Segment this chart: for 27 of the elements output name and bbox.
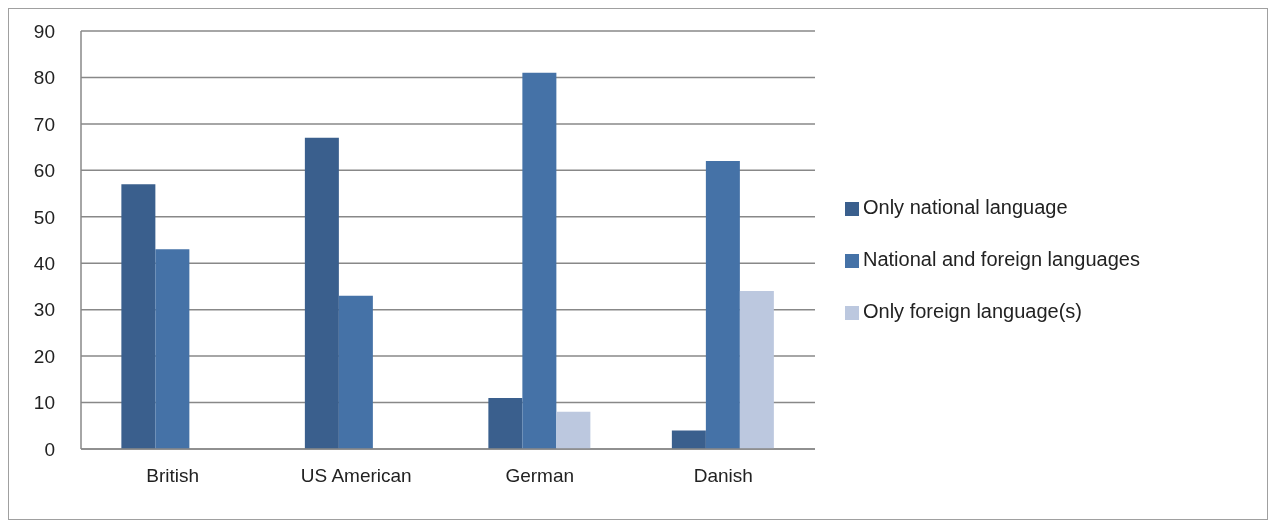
legend-label: Only national language [863, 196, 1068, 218]
legend-label: Only foreign language(s) [863, 300, 1083, 322]
y-tick-label: 90 [33, 20, 55, 42]
bar [121, 184, 156, 449]
bar [488, 397, 523, 449]
x-tick-label: German [505, 465, 575, 487]
y-tick-label: 60 [33, 160, 55, 182]
y-tick-label: 10 [33, 392, 55, 414]
y-tick-label: 0 [44, 438, 55, 460]
bar [705, 161, 740, 449]
y-tick-label: 30 [33, 299, 55, 321]
legend-label: National and foreign languages [863, 248, 1140, 270]
y-tick-label: 40 [33, 252, 55, 274]
x-tick-label: US American [300, 465, 412, 487]
x-tick-label: Danish [693, 465, 753, 487]
y-tick-label: 50 [33, 206, 55, 228]
x-tick-label: British [146, 465, 200, 487]
bar [522, 72, 557, 449]
bar [338, 295, 373, 449]
bar [556, 411, 591, 449]
y-tick-label: 80 [33, 67, 55, 89]
bar [671, 430, 706, 449]
bar [739, 291, 774, 449]
y-tick-label: 20 [33, 345, 55, 367]
y-tick-label: 70 [33, 113, 55, 135]
bar [304, 137, 339, 449]
bar [155, 249, 190, 449]
